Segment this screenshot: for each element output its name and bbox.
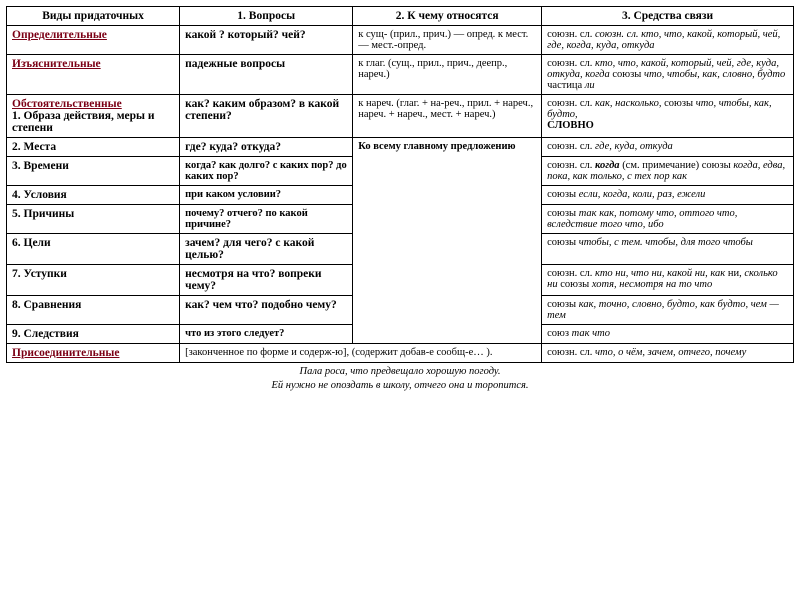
- label-mesta: 2. Места: [7, 138, 180, 157]
- header-types: Виды придаточных: [7, 7, 180, 26]
- q-mesta: где? куда? откуда?: [180, 138, 353, 157]
- label-celi: 6. Цели: [7, 234, 180, 265]
- q-sled: что из этого следует?: [180, 325, 353, 344]
- m-prich-p1: союзы: [547, 208, 579, 219]
- means-celi: союзы чтобы, с тем. чтобы, для того чтоб…: [542, 234, 794, 265]
- m-ust-p1: союзн. сл.: [547, 268, 595, 279]
- label-vrem: 3. Времени: [7, 157, 180, 186]
- label-srav: 8. Сравнения: [7, 296, 180, 325]
- m-ust-i1: кто ни, что ни, какой ни, как: [595, 268, 725, 279]
- label-obst: Обстоятельственные: [12, 98, 174, 110]
- header-questions: 1. Вопросы: [180, 7, 353, 26]
- row-izjasnitelnye: Изъяснительные падежные вопросы к глаг. …: [7, 55, 794, 95]
- m-srav-i1: как, точно, словно, будто, как будто, че…: [547, 299, 779, 321]
- m-pris-i1: что, о чём, зачем, отчего, почему: [595, 347, 746, 358]
- table-header-row: Виды придаточных 1. Вопросы 2. К чему от…: [7, 7, 794, 26]
- header-means: 3. Средства связи: [542, 7, 794, 26]
- q-ust: несмотря на что? вопреки чему?: [180, 265, 353, 296]
- m-pris-p1: союзн. сл.: [547, 347, 595, 358]
- means-izjas-i3: ли: [585, 80, 595, 91]
- q-izjas: падежные вопросы: [180, 55, 353, 95]
- means-izjas-i2: что, чтобы, как, словно, будто: [644, 69, 785, 80]
- means-ust: союзн. сл. кто ни, что ни, какой ни, как…: [542, 265, 794, 296]
- label-pris: Присоединительные: [12, 347, 119, 359]
- m-obst-p1: союзн. сл.: [547, 98, 595, 109]
- rel-obst1: к нареч. (глаг. + на-реч., прил. + нареч…: [353, 95, 542, 138]
- q-pris: [законченное по форме и содерж-ю], (соде…: [180, 344, 542, 363]
- means-obst1: союзн. сл. как, насколько, союзы что, чт…: [542, 95, 794, 138]
- q-obst1: как? каким образом? в какой степени?: [180, 95, 353, 138]
- header-relates: 2. К чему относятся: [353, 7, 542, 26]
- label-ust: 7. Уступки: [7, 265, 180, 296]
- clause-types-table: Виды придаточных 1. Вопросы 2. К чему от…: [6, 6, 794, 363]
- m-obst-p2: союзы: [661, 98, 695, 109]
- m-srav-p1: союзы: [547, 299, 579, 310]
- m-ust-i3: хотя, несмотря на то что: [592, 279, 712, 290]
- m-vrem-p2: (см. примечание) союзы: [620, 160, 734, 171]
- q-opred: какой ? который? чей?: [180, 26, 353, 55]
- label-sled: 9. Следствия: [7, 325, 180, 344]
- means-mesta: союзн. сл. где, куда, откуда: [542, 138, 794, 157]
- means-izjas-p1: союзн. сл.: [547, 58, 595, 69]
- means-prich: союзы так как, потому что, оттого что, в…: [542, 205, 794, 234]
- label-prich: 5. Причины: [7, 205, 180, 234]
- means-izjas: союзн. сл. кто, что, какой, который, чей…: [542, 55, 794, 95]
- label-obst-sub1: 1. Образа действия, меры и степени: [12, 110, 174, 134]
- means-usl: союзы если, когда, коли, раз, ежели: [542, 186, 794, 205]
- m-obst-i1: как, насколько,: [595, 98, 661, 109]
- row-obst-1: Обстоятельственные 1. Образа действия, м…: [7, 95, 794, 138]
- q-srav: как? чем что? подобно чему?: [180, 296, 353, 325]
- means-sled: союз так что: [542, 325, 794, 344]
- label-izjas: Изъяснительные: [12, 58, 101, 70]
- m-vrem-p1: союзн. сл.: [547, 160, 595, 171]
- q-usl: при каком условии?: [180, 186, 353, 205]
- row-opredelitelnye: Определительные какой ? который? чей? к …: [7, 26, 794, 55]
- row-mesta: 2. Места где? куда? откуда? Ко всему гла…: [7, 138, 794, 157]
- means-vrem: союзн. сл. когда (см. примечание) союзы …: [542, 157, 794, 186]
- m-sled-p1: союз: [547, 328, 572, 339]
- rel-all-main: Ко всему главному предложению: [353, 138, 542, 344]
- means-opred-p1: союзн. сл.: [547, 29, 595, 40]
- means-srav: союзы как, точно, словно, будто, как буд…: [542, 296, 794, 325]
- m-sled-i1: так что: [572, 328, 610, 339]
- footer-line-1: Пала роса, что предвещало хорошую погоду…: [6, 365, 794, 379]
- means-pris: союзн. сл. что, о чём, зачем, отчего, по…: [542, 344, 794, 363]
- m-ust-p3: союзы: [558, 279, 592, 290]
- means-izjas-p2: союзы: [610, 69, 644, 80]
- footer-examples: Пала роса, что предвещало хорошую погоду…: [6, 365, 794, 392]
- m-usl-i1: если, когда, коли, раз, ежели: [579, 189, 706, 200]
- rel-opred: к сущ- (прил., прич.) — опред. к мест. —…: [353, 26, 542, 55]
- m-mesta-i1: где, куда, откуда: [595, 141, 673, 152]
- m-celi-i1: чтобы, с тем. чтобы, для того чтобы: [579, 237, 753, 248]
- q-vrem: когда? как долго? с каких пор? до каких …: [180, 157, 353, 186]
- footer-line-2: Ей нужно не опоздать в школу, отчего она…: [6, 379, 794, 393]
- m-ust-p2: ни,: [725, 268, 744, 279]
- q-celi: зачем? для чего? с какой целью?: [180, 234, 353, 265]
- q-prich: почему? отчего? по какой причине?: [180, 205, 353, 234]
- m-vrem-i1: когда: [595, 160, 620, 171]
- rel-izjas: к глаг. (сущ., прил., прич., деепр., нар…: [353, 55, 542, 95]
- label-usl: 4. Условия: [7, 186, 180, 205]
- m-celi-p1: союзы: [547, 237, 579, 248]
- m-usl-p1: союзы: [547, 189, 579, 200]
- m-obst-sl: СЛОВНО: [547, 120, 594, 131]
- means-izjas-p3: частица: [547, 80, 585, 91]
- m-mesta-p1: союзн. сл.: [547, 141, 595, 152]
- row-prisoedinitelnye: Присоединительные [законченное по форме …: [7, 344, 794, 363]
- label-opred: Определительные: [12, 29, 107, 41]
